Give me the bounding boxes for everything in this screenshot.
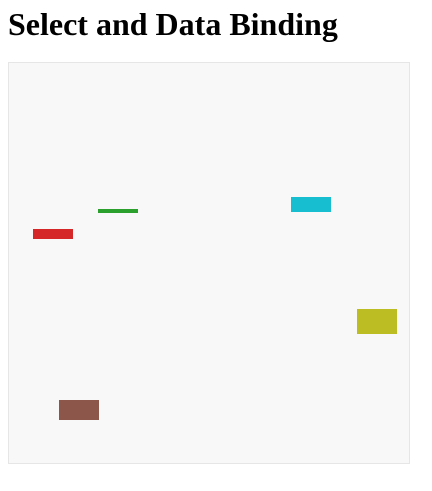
brown-rect <box>59 400 99 420</box>
drawing-canvas <box>8 62 410 464</box>
cyan-rect <box>291 197 331 212</box>
red-rect <box>33 229 73 239</box>
green-rect <box>98 209 138 213</box>
olive-rect <box>357 309 397 334</box>
page-title: Select and Data Binding <box>8 6 338 42</box>
